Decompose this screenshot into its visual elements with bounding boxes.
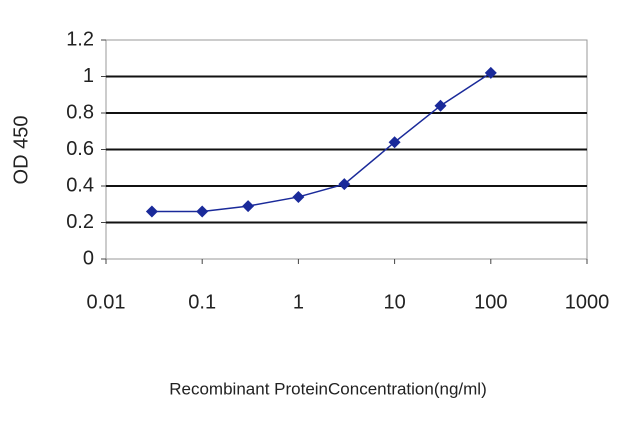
y-tick-label: 1 [83,65,94,87]
x-tick-label: 0.1 [188,291,216,313]
data-point [145,205,158,218]
data-point [242,200,255,213]
x-tick-label: 1 [293,291,304,313]
y-tick-label: 0.8 [66,101,94,123]
x-tick-label: 10 [383,291,405,313]
data-point [484,66,497,79]
y-tick-label: 0.6 [66,138,94,160]
data-point [292,190,305,203]
series-line [151,72,492,213]
data-point [196,205,209,218]
y-axis-label: OD 450 [10,116,32,185]
y-tick-label: 1.2 [66,28,94,50]
x-tick-label: 100 [474,291,507,313]
data-point [338,178,351,191]
y-tick-label: 0.4 [66,174,94,196]
y-tick-label: 0.2 [66,211,94,233]
y-tick-label: 0 [83,247,94,269]
x-tick-label: 1000 [565,291,610,313]
x-axis-label: Recombinant ProteinConcentration(ng/ml) [169,379,487,398]
x-tick-label: 0.01 [87,291,126,313]
data-point [434,99,447,112]
data-point [388,136,401,149]
